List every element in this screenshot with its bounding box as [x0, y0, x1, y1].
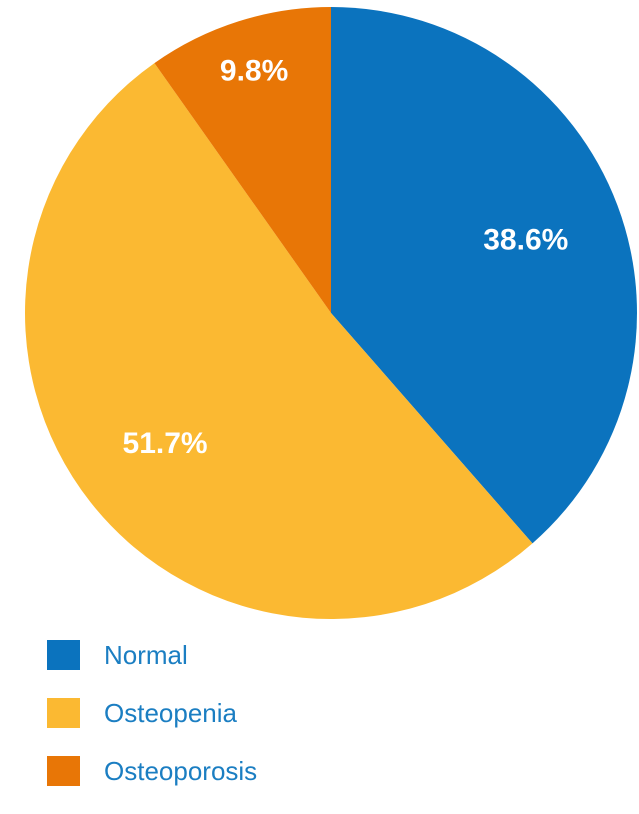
pie-slice-normal [331, 7, 638, 544]
pie-chart: 38.6% 51.7% 9.8% [25, 6, 638, 619]
pie-slice-osteoporosis [154, 6, 331, 313]
legend-label-normal: Normal [104, 640, 188, 670]
legend-swatch-osteopenia [47, 698, 80, 728]
legend-item-osteopenia: Osteopenia [47, 698, 257, 728]
legend-item-osteoporosis: Osteoporosis [47, 756, 257, 786]
legend-swatch-normal [47, 640, 80, 670]
legend-label-osteoporosis: Osteoporosis [104, 756, 258, 786]
data-label-normal: 38.6% [483, 223, 568, 256]
legend-swatch-osteoporosis [47, 756, 80, 786]
legend-item-normal: Normal [47, 640, 257, 670]
legend-label-osteopenia: Osteopenia [104, 698, 237, 728]
data-label-osteoporosis: 9.8% [220, 54, 288, 87]
pie-slice-osteopenia [25, 63, 533, 619]
data-label-osteopenia: 51.7% [123, 427, 208, 460]
legend: Normal Osteopenia Osteoporosis [47, 640, 257, 814]
